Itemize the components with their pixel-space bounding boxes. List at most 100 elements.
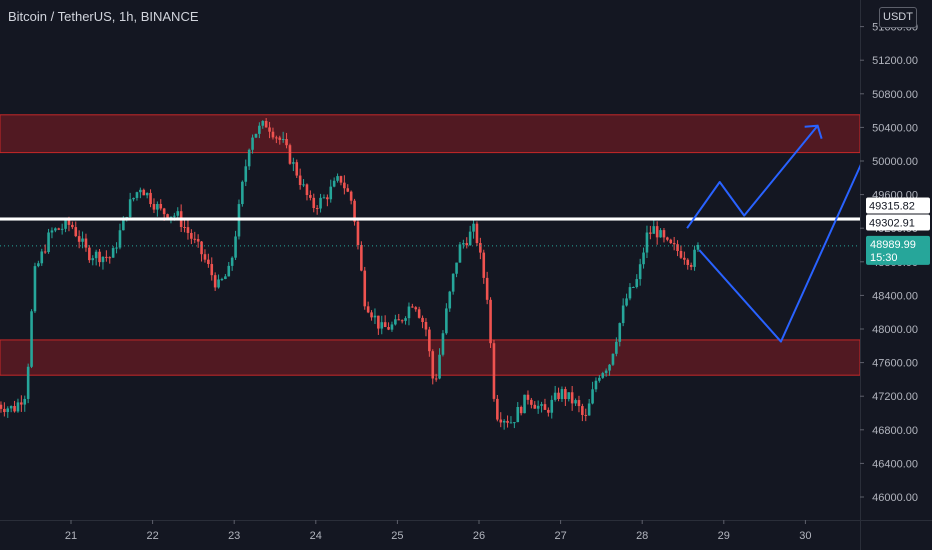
projections-layer <box>686 124 864 343</box>
candle-body <box>360 245 363 271</box>
candle-body <box>455 262 458 274</box>
candle-body <box>326 197 329 200</box>
projection-path-0 <box>686 125 819 229</box>
candle-body <box>397 319 401 321</box>
candle-body <box>383 322 387 328</box>
candle-body <box>115 247 118 249</box>
candle-body <box>434 378 438 380</box>
candle-body <box>54 228 57 231</box>
candle-body <box>567 392 571 400</box>
resistance-zone-0 <box>0 114 861 154</box>
candle-body <box>615 341 618 354</box>
candle-body <box>689 264 693 267</box>
candle-body <box>645 232 649 253</box>
candle-body <box>60 228 64 230</box>
x-tick-label: 27 <box>554 530 566 542</box>
candle-body <box>23 398 27 405</box>
currency-button[interactable]: USDT <box>879 7 917 28</box>
candle-body <box>438 354 441 379</box>
candle-body <box>451 273 455 292</box>
candle-body <box>234 236 237 258</box>
candle-body <box>496 398 499 420</box>
candle-body <box>390 324 394 330</box>
candle-body <box>550 399 554 413</box>
candle-body <box>254 133 258 138</box>
candle-body <box>465 243 469 246</box>
candle-body <box>6 408 10 413</box>
candle-body <box>227 265 231 277</box>
candle-body <box>190 232 193 239</box>
candle-body <box>135 192 139 198</box>
candle-body <box>343 182 346 189</box>
candle-body <box>458 244 462 263</box>
candle-body <box>210 264 214 276</box>
candle-body <box>519 406 523 414</box>
candle-body <box>26 366 30 399</box>
candle-body <box>298 175 302 186</box>
candle-body <box>108 257 112 259</box>
candle-body <box>247 149 251 167</box>
candle-body <box>407 306 411 319</box>
candle-body <box>241 181 244 205</box>
candle-body <box>373 315 377 318</box>
y-tick-label: 48000.00 <box>872 324 918 336</box>
candle-body <box>356 221 360 246</box>
candle-body <box>305 184 309 196</box>
chart-title: Bitcoin / TetherUS, 1h, BINANCE <box>8 9 199 24</box>
candle-body <box>88 247 91 261</box>
candle-body <box>37 263 40 267</box>
candle-body <box>502 420 506 423</box>
candle-body <box>288 145 292 164</box>
candle-body <box>275 137 278 139</box>
candle-body <box>196 239 200 242</box>
candle-body <box>220 279 224 281</box>
level-tag-2-text: 49302.91 <box>869 218 915 230</box>
candle-body <box>353 200 356 222</box>
candle-body <box>683 257 686 260</box>
candle-body <box>655 226 659 238</box>
candle-body <box>339 176 343 183</box>
candle-body <box>570 392 574 404</box>
candle-body <box>618 323 622 342</box>
candle-body <box>526 394 530 400</box>
candle-body <box>176 211 180 216</box>
x-tick-label: 25 <box>391 530 403 542</box>
candle-body <box>40 251 44 264</box>
candle-body <box>577 400 581 407</box>
candle-body <box>666 237 669 240</box>
candle-body <box>366 306 370 313</box>
candle-body <box>686 259 690 265</box>
candle-body <box>380 322 384 329</box>
candle-body <box>292 162 295 164</box>
candle-body <box>309 195 312 198</box>
projection-arrow-head <box>804 124 823 140</box>
candle-body <box>584 414 588 416</box>
candle-body <box>540 404 543 406</box>
candle-body <box>431 351 435 379</box>
candle-body <box>315 208 319 210</box>
candle-body <box>258 125 261 134</box>
candle-body <box>336 176 339 181</box>
candle-body <box>98 251 101 263</box>
candle-body <box>421 317 424 323</box>
candle-body <box>611 353 615 365</box>
candle-body <box>118 230 122 248</box>
candle-body <box>159 203 163 209</box>
candle-body <box>604 370 608 374</box>
candle-body <box>424 322 428 330</box>
candle-body <box>638 264 642 280</box>
candle-body <box>621 305 625 324</box>
candle-body <box>377 315 380 329</box>
candle-body <box>162 208 166 215</box>
candle-body <box>632 286 635 288</box>
countdown-text: 15:30 <box>870 252 898 264</box>
y-tick-label: 46400.00 <box>872 458 918 470</box>
candle-body <box>669 239 673 244</box>
candle-body <box>516 406 520 423</box>
candle-body <box>217 279 220 288</box>
x-tick-label: 28 <box>636 530 648 542</box>
candle-body <box>295 162 299 176</box>
candle-body <box>213 275 217 288</box>
